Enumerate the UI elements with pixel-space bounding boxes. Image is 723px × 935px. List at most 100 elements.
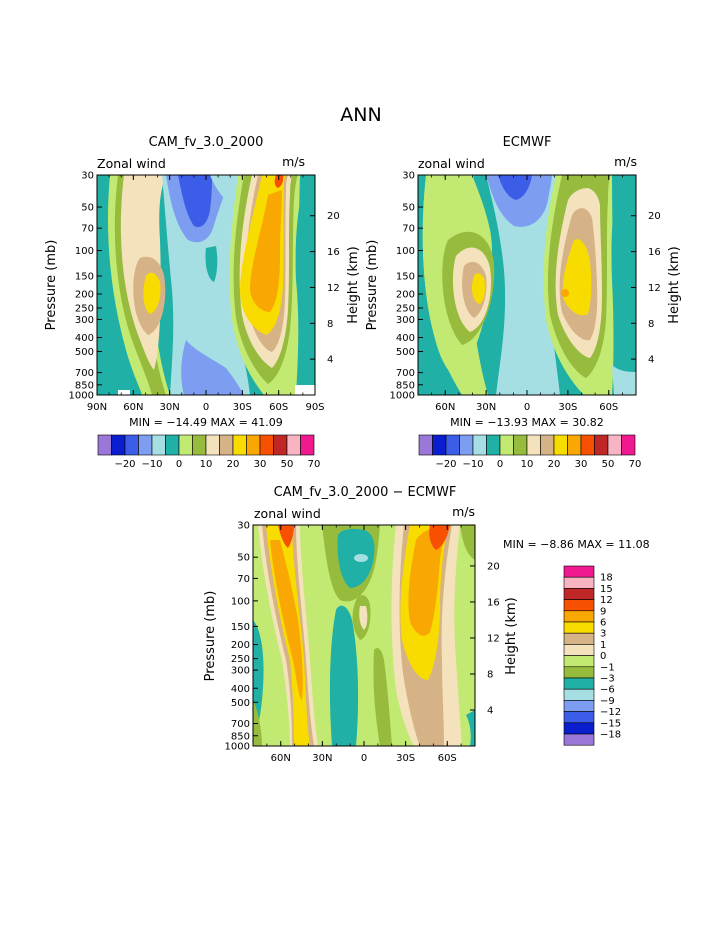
legend-label: −1 bbox=[600, 662, 615, 673]
y2-tick-label: 4 bbox=[648, 355, 654, 366]
y2-tick-label: 8 bbox=[487, 669, 493, 680]
legend-label: 15 bbox=[600, 584, 613, 595]
x-tick-label: 30N bbox=[476, 402, 496, 413]
panel-cam: CAM_fv_3.0_2000 Zonal wind m/s bbox=[44, 135, 361, 470]
colorbar-swatch bbox=[232, 434, 247, 456]
y-tick-label: 400 bbox=[75, 333, 94, 344]
legend-label: 6 bbox=[600, 618, 606, 629]
legend-swatch bbox=[563, 621, 595, 634]
colorbar-swatch bbox=[472, 434, 487, 456]
colorbar-swatch bbox=[432, 434, 447, 456]
x-tick-label: 30N bbox=[312, 753, 332, 764]
x-tick-label: 60S bbox=[599, 402, 618, 413]
legend-label: −9 bbox=[600, 696, 615, 707]
legend-label: 3 bbox=[600, 629, 606, 640]
x-tick-label: 90N bbox=[87, 402, 107, 413]
y2-tick-label: 20 bbox=[487, 561, 500, 572]
panel-ecmwf-ylabel: Pressure (mb) bbox=[365, 240, 380, 331]
legend-swatch bbox=[563, 688, 595, 701]
legend-label: −15 bbox=[600, 718, 621, 729]
colorbar-label: 30 bbox=[575, 459, 588, 470]
y-tick-label: 850 bbox=[231, 731, 250, 742]
panel-ecmwf-y2label: Height (km) bbox=[667, 246, 682, 323]
panel-ecmwf-subtitle-right: m/s bbox=[614, 154, 637, 169]
y-tick-label: 30 bbox=[402, 171, 415, 182]
legend-label: −18 bbox=[600, 730, 621, 741]
y-tick-label: 150 bbox=[231, 622, 250, 633]
panel-cam-subtitle-right: m/s bbox=[282, 154, 305, 169]
legend-swatch bbox=[563, 700, 595, 712]
legend-swatch bbox=[563, 576, 595, 589]
panel-diff-subtitle-left: zonal wind bbox=[254, 506, 321, 521]
y-tick-label: 200 bbox=[231, 640, 250, 651]
x-tick-label: 0 bbox=[361, 753, 367, 764]
y-tick-label: 850 bbox=[396, 380, 415, 391]
colorbar-swatch bbox=[259, 434, 274, 456]
colorbar-label: −10 bbox=[462, 459, 483, 470]
colorbar-swatch bbox=[273, 434, 288, 456]
colorbar-swatch bbox=[205, 434, 220, 456]
colorbar-swatch bbox=[580, 434, 595, 456]
y-tick-label: 700 bbox=[231, 719, 250, 730]
x-tick-label: 60N bbox=[435, 402, 455, 413]
legend-label: −6 bbox=[600, 685, 615, 696]
legend-swatch bbox=[563, 666, 595, 679]
legend-label: 9 bbox=[600, 606, 606, 617]
y-tick-label: 500 bbox=[231, 698, 250, 709]
colorbar-swatch bbox=[219, 434, 234, 456]
y2-tick-label: 12 bbox=[327, 283, 340, 294]
x-tick-label: 30S bbox=[396, 753, 415, 764]
legend-swatch bbox=[563, 632, 595, 645]
panel-cam-stats: MIN = −14.49 MAX = 41.09 bbox=[129, 416, 283, 429]
x-tick-label: 30S bbox=[558, 402, 577, 413]
colorbar-swatch bbox=[97, 434, 112, 456]
colorbar-label: 0 bbox=[497, 459, 503, 470]
panel-cam-y2label: Height (km) bbox=[346, 246, 361, 323]
colorbar-swatch bbox=[607, 434, 622, 456]
y-tick-label: 200 bbox=[396, 290, 415, 301]
colorbar-swatch bbox=[445, 434, 460, 456]
colorbar-label: 50 bbox=[281, 459, 294, 470]
legend-swatch bbox=[563, 610, 595, 623]
legend-swatch bbox=[563, 644, 595, 656]
y-tick-label: 1000 bbox=[69, 391, 94, 402]
panel-cam-title: CAM_fv_3.0_2000 bbox=[149, 135, 264, 150]
panel-diff-ylabel: Pressure (mb) bbox=[203, 591, 218, 682]
y-tick-label: 50 bbox=[402, 203, 415, 214]
y2-tick-label: 8 bbox=[327, 319, 333, 330]
figure-title: ANN bbox=[340, 104, 381, 126]
panel-cam-contours bbox=[97, 175, 315, 395]
y2-tick-label: 16 bbox=[487, 597, 500, 608]
y-tick-label: 400 bbox=[231, 684, 250, 695]
colorbar-swatch bbox=[486, 434, 501, 456]
panel-ecmwf-subtitle-left: zonal wind bbox=[418, 156, 485, 171]
x-tick-label: 90S bbox=[305, 402, 324, 413]
colorbar-label: 70 bbox=[629, 459, 642, 470]
y-tick-label: 30 bbox=[237, 521, 250, 532]
x-tick-label: 30S bbox=[233, 402, 252, 413]
colorbar-swatch bbox=[178, 434, 193, 456]
y-tick-label: 300 bbox=[75, 315, 94, 326]
colorbar-swatch bbox=[621, 434, 636, 456]
y2-tick-label: 4 bbox=[487, 705, 493, 716]
colorbar-swatch bbox=[594, 434, 609, 456]
colorbar-swatch bbox=[300, 434, 315, 456]
colorbar-label: 0 bbox=[176, 459, 182, 470]
colorbar-swatch bbox=[192, 434, 207, 456]
y-tick-label: 100 bbox=[231, 596, 250, 607]
x-tick-label: 60S bbox=[438, 753, 457, 764]
x-tick-label: 0 bbox=[524, 402, 530, 413]
colorbar-swatch bbox=[526, 434, 541, 456]
y-tick-label: 50 bbox=[237, 553, 250, 564]
colorbar-swatch bbox=[111, 434, 126, 456]
panel-cam-ylabel: Pressure (mb) bbox=[44, 240, 59, 331]
y-tick-label: 100 bbox=[396, 246, 415, 257]
panel-diff-y2label: Height (km) bbox=[504, 597, 519, 674]
y-tick-label: 250 bbox=[75, 304, 94, 315]
legend-swatch bbox=[563, 565, 595, 578]
colorbar-swatch bbox=[499, 434, 514, 456]
colorbar-swatch bbox=[124, 434, 139, 456]
colorbar-swatch bbox=[151, 434, 166, 456]
